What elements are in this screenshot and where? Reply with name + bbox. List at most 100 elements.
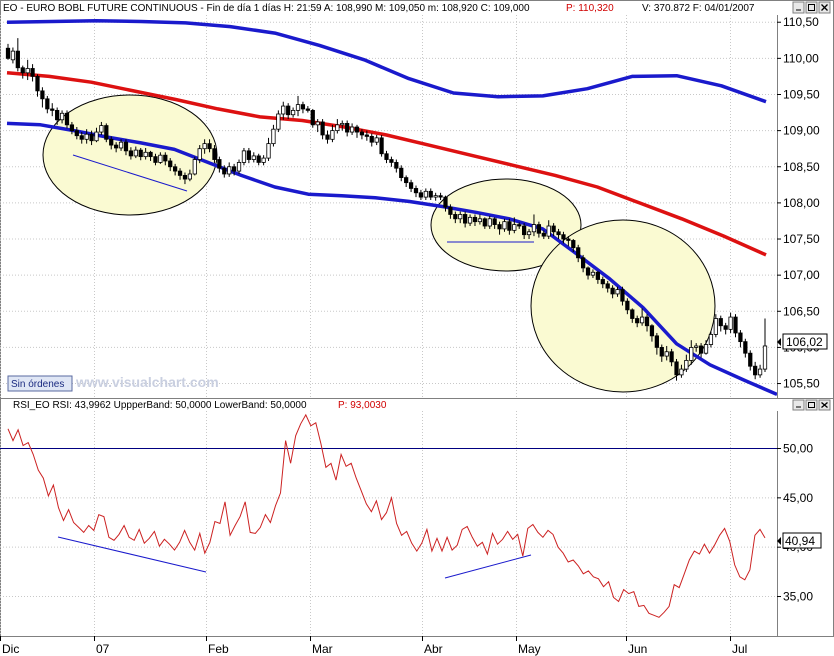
candle-body [104,125,109,140]
candle-body [757,368,763,376]
candle [399,165,404,182]
candle-body [300,104,306,110]
candle [222,165,227,178]
price-tick-label: 108,00 [783,196,820,210]
candle-body [551,225,556,233]
candle [418,189,424,200]
candle-body [286,105,291,116]
candle-body [271,128,276,145]
annotation-ellipse-3 [530,219,716,393]
candle [295,95,301,117]
candle [738,330,743,348]
candle-body [305,108,310,111]
rsi-minimize-button[interactable] [792,399,805,411]
candle [369,133,374,147]
candle [698,343,704,358]
candle [241,147,247,166]
candle-body [536,224,542,234]
candle-body [467,216,473,224]
orders-badge[interactable]: Sin órdenes [7,375,73,392]
candle [177,168,183,180]
candle [45,95,50,114]
candle-body [310,109,315,126]
candle-body [89,133,94,142]
candle [408,179,414,193]
candle-body [477,218,483,223]
candle [89,130,94,146]
candle [315,119,320,133]
candle [644,314,650,332]
candle-body [738,332,743,343]
candle [615,286,620,297]
candle-body [40,90,45,100]
candle-body [290,109,296,116]
candle [649,324,655,342]
candle [109,136,114,150]
candle [679,364,684,378]
candle [227,162,232,177]
candle [762,318,768,372]
date-tick-label: Jul [732,642,747,656]
candle [251,152,256,163]
candle-body [713,318,718,335]
candle-body [55,109,60,121]
candle-body [669,351,674,363]
price-axis-ticks: 110,50 110,00 109,50 109,00 108,50 108,00 107,… [777,15,820,391]
candle [541,230,546,240]
candle [212,145,217,164]
candle-body [384,153,389,160]
candle [472,214,478,227]
candle-body [99,125,104,133]
candle-body [443,196,448,208]
minimize-button[interactable] [792,1,805,14]
date-axis-ticks: Dic 07 Feb Mar Abr May Jun Jul [0,636,747,656]
candle [261,155,266,166]
candle-body [222,167,227,175]
candle [438,192,443,200]
rsi-header-p-value: P: 93,0030 [338,400,387,411]
close-button[interactable] [818,1,831,14]
candle-body [556,231,561,236]
candle [674,358,679,381]
candle [187,169,192,182]
candle-body [571,240,576,249]
candle [114,142,119,153]
candle [10,47,16,64]
candle-layer [5,38,768,381]
candle [118,139,124,151]
chart-header-text: EO - EURO BOBL FUTURE CONTINUOUS - Fin d… [3,3,530,14]
candle [625,298,630,315]
candle [502,218,507,232]
candle [374,134,379,146]
candle [463,211,468,228]
candle [354,124,360,138]
candle [236,159,242,174]
candle [566,236,571,247]
candle [748,350,753,371]
candle [138,147,143,161]
candle [576,244,581,263]
candle-body [408,182,414,189]
candle-body [173,166,178,172]
candle [546,220,551,240]
rsi-maximize-button[interactable] [805,399,818,411]
candle-body [340,122,345,126]
candle [389,156,394,167]
candle-body [610,287,615,295]
rsi-trendline-1 [57,536,207,573]
candle-body [182,175,188,180]
rsi-close-button[interactable] [818,399,831,411]
candle [556,228,561,240]
candle-body [703,344,709,354]
candle-body [345,122,350,133]
candle [507,218,512,235]
candle [487,215,492,229]
candle-body [399,167,404,178]
candle [290,107,296,118]
candle-body [168,160,173,168]
candle [733,314,738,338]
maximize-button[interactable] [805,1,818,14]
candle-body [482,218,487,227]
candle [443,195,448,212]
candle-body [25,68,30,74]
